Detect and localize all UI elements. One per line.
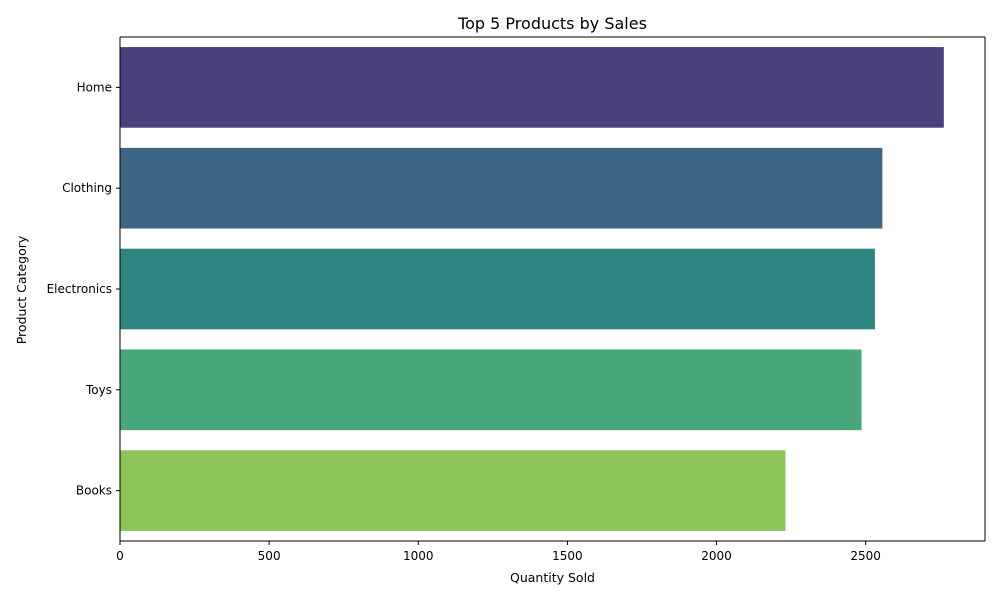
x-ticks: 0 500 1000 1500 2000 2500 [116,541,881,563]
x-tick-label: 500 [258,549,281,563]
x-axis-label: Quantity Sold [510,570,595,585]
x-tick-label: 1500 [552,549,583,563]
bars-layer [120,47,944,531]
y-tick-label: Electronics [47,282,112,296]
y-tick-label: Books [76,484,112,498]
y-tick-label: Home [77,80,112,94]
x-tick-label: 1000 [403,549,434,563]
x-tick-label: 2000 [701,549,732,563]
chart-title: Top 5 Products by Sales [457,14,647,33]
x-tick-label: 2500 [850,549,881,563]
bar-home [120,47,944,128]
bar-books [120,450,786,531]
y-tick-label: Clothing [62,181,112,195]
bar-toys [120,349,862,431]
bar-electronics [120,248,875,330]
y-tick-label: Toys [85,383,112,397]
x-tick-label: 0 [116,549,124,563]
bar-clothing [120,147,883,229]
y-axis-label: Product Category [14,235,29,344]
y-ticks: Home Clothing Electronics Toys Books [47,80,120,498]
